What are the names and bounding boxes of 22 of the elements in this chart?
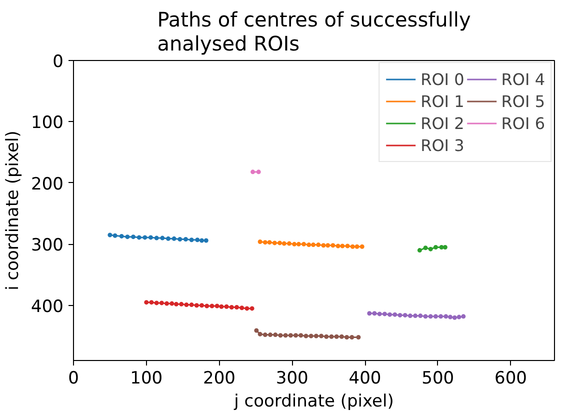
x-tick-label: 400 [348,368,382,388]
x-tick-label: 100 [130,368,163,388]
legend-label: ROI 1 [420,92,464,110]
chart-title: Paths of centres of successfully analysed ROIs [157,8,471,56]
x-tick-label: 500 [422,368,454,388]
x-axis-title: j coordinate (pixel) [233,392,394,412]
x-tick-label: 0 [68,368,79,388]
y-tick-label: 100 [31,113,64,134]
legend-label: ROI 4 [501,70,545,88]
y-tick-label: 300 [31,236,64,256]
legend-label: ROI 0 [420,70,464,88]
x-tick-label: 300 [276,368,308,388]
legend-label: ROI 6 [501,114,545,132]
x-tick-label: 600 [494,368,527,388]
y-tick-label: 0 [52,52,64,72]
y-tick-label: 400 [31,296,64,317]
y-axis-title: i coordinate (pixel) [3,130,24,290]
x-tick-label: 200 [203,368,236,388]
legend-label: ROI 3 [420,136,464,154]
legend-label: ROI 2 [420,114,464,132]
y-tick-label: 200 [31,174,64,194]
legend-label: ROI 5 [501,92,545,110]
